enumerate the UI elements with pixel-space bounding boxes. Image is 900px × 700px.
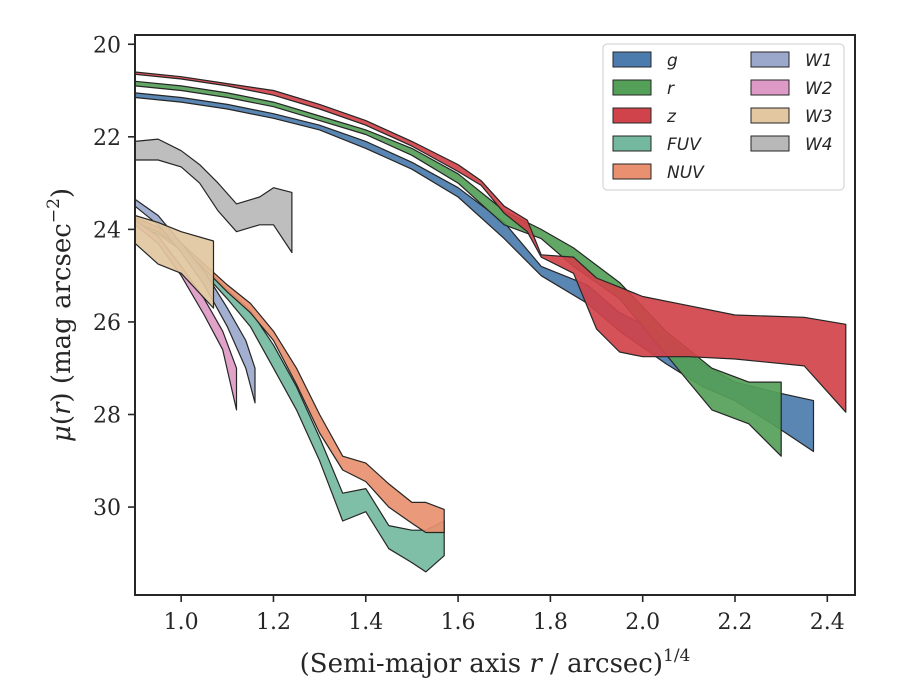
bands-layer (134, 71, 847, 573)
y-tick-label: 24 (93, 218, 121, 243)
y-tick-label: 30 (93, 496, 121, 521)
legend-items: grz FUV NUV W1 W2 W3 W4 (612, 51, 833, 183)
legend-label-r: r (667, 79, 675, 99)
legend-swatch-w3 (750, 107, 790, 124)
band-w4 (134, 138, 293, 254)
legend-swatch-r (612, 79, 652, 96)
y-axis-label: μ(r) (mag arcsec−2) (44, 188, 77, 442)
legend-label-w1: W1 (805, 51, 833, 71)
legend-swatch-w1 (750, 51, 790, 68)
legend-swatch-nuv (612, 163, 652, 180)
legend-label-w3: W3 (805, 107, 833, 127)
y-tick-label: 26 (93, 311, 121, 336)
y-tick-label: 28 (93, 404, 121, 429)
legend-label-fuv: FUV (667, 135, 702, 155)
x-tick-label: 1.8 (533, 610, 568, 635)
x-tick-label: 2.0 (625, 610, 660, 635)
x-axis: 1.0 1.2 1.4 1.6 1.8 2.0 2.2 2.4 (164, 595, 845, 635)
x-tick-label: 1.6 (441, 610, 476, 635)
band-w3 (134, 214, 215, 309)
x-tick-label: 1.0 (164, 610, 199, 635)
legend-label-g: g (667, 51, 678, 71)
band-nuv (134, 217, 445, 534)
y-tick-label: 20 (93, 33, 121, 58)
legend-swatch-w2 (750, 79, 790, 96)
x-tick-label: 2.4 (810, 610, 845, 635)
legend-swatch-w4 (750, 135, 790, 152)
legend-label-w4: W4 (805, 135, 833, 155)
y-tick-label: 22 (93, 126, 121, 151)
legend-swatch-z (612, 107, 652, 124)
legend: grz FUV NUV W1 W2 W3 W4 (602, 43, 845, 191)
band-g (134, 92, 815, 453)
band-r (134, 80, 782, 457)
legend-label-z: z (666, 107, 677, 127)
x-tick-label: 1.4 (348, 610, 383, 635)
x-axis-label: (Semi-major axis r / arcsec)1/4 (300, 646, 691, 679)
legend-label-nuv: NUV (667, 163, 705, 183)
x-tick-label: 1.2 (256, 610, 291, 635)
legend-swatch-g (612, 51, 652, 68)
legend-swatch-fuv (612, 135, 652, 152)
plot-frame (134, 34, 856, 596)
band-z (134, 71, 847, 413)
x-tick-label: 2.2 (718, 610, 753, 635)
legend-label-w2: W2 (805, 79, 833, 99)
y-axis: 20 22 24 26 28 30 (93, 33, 135, 521)
